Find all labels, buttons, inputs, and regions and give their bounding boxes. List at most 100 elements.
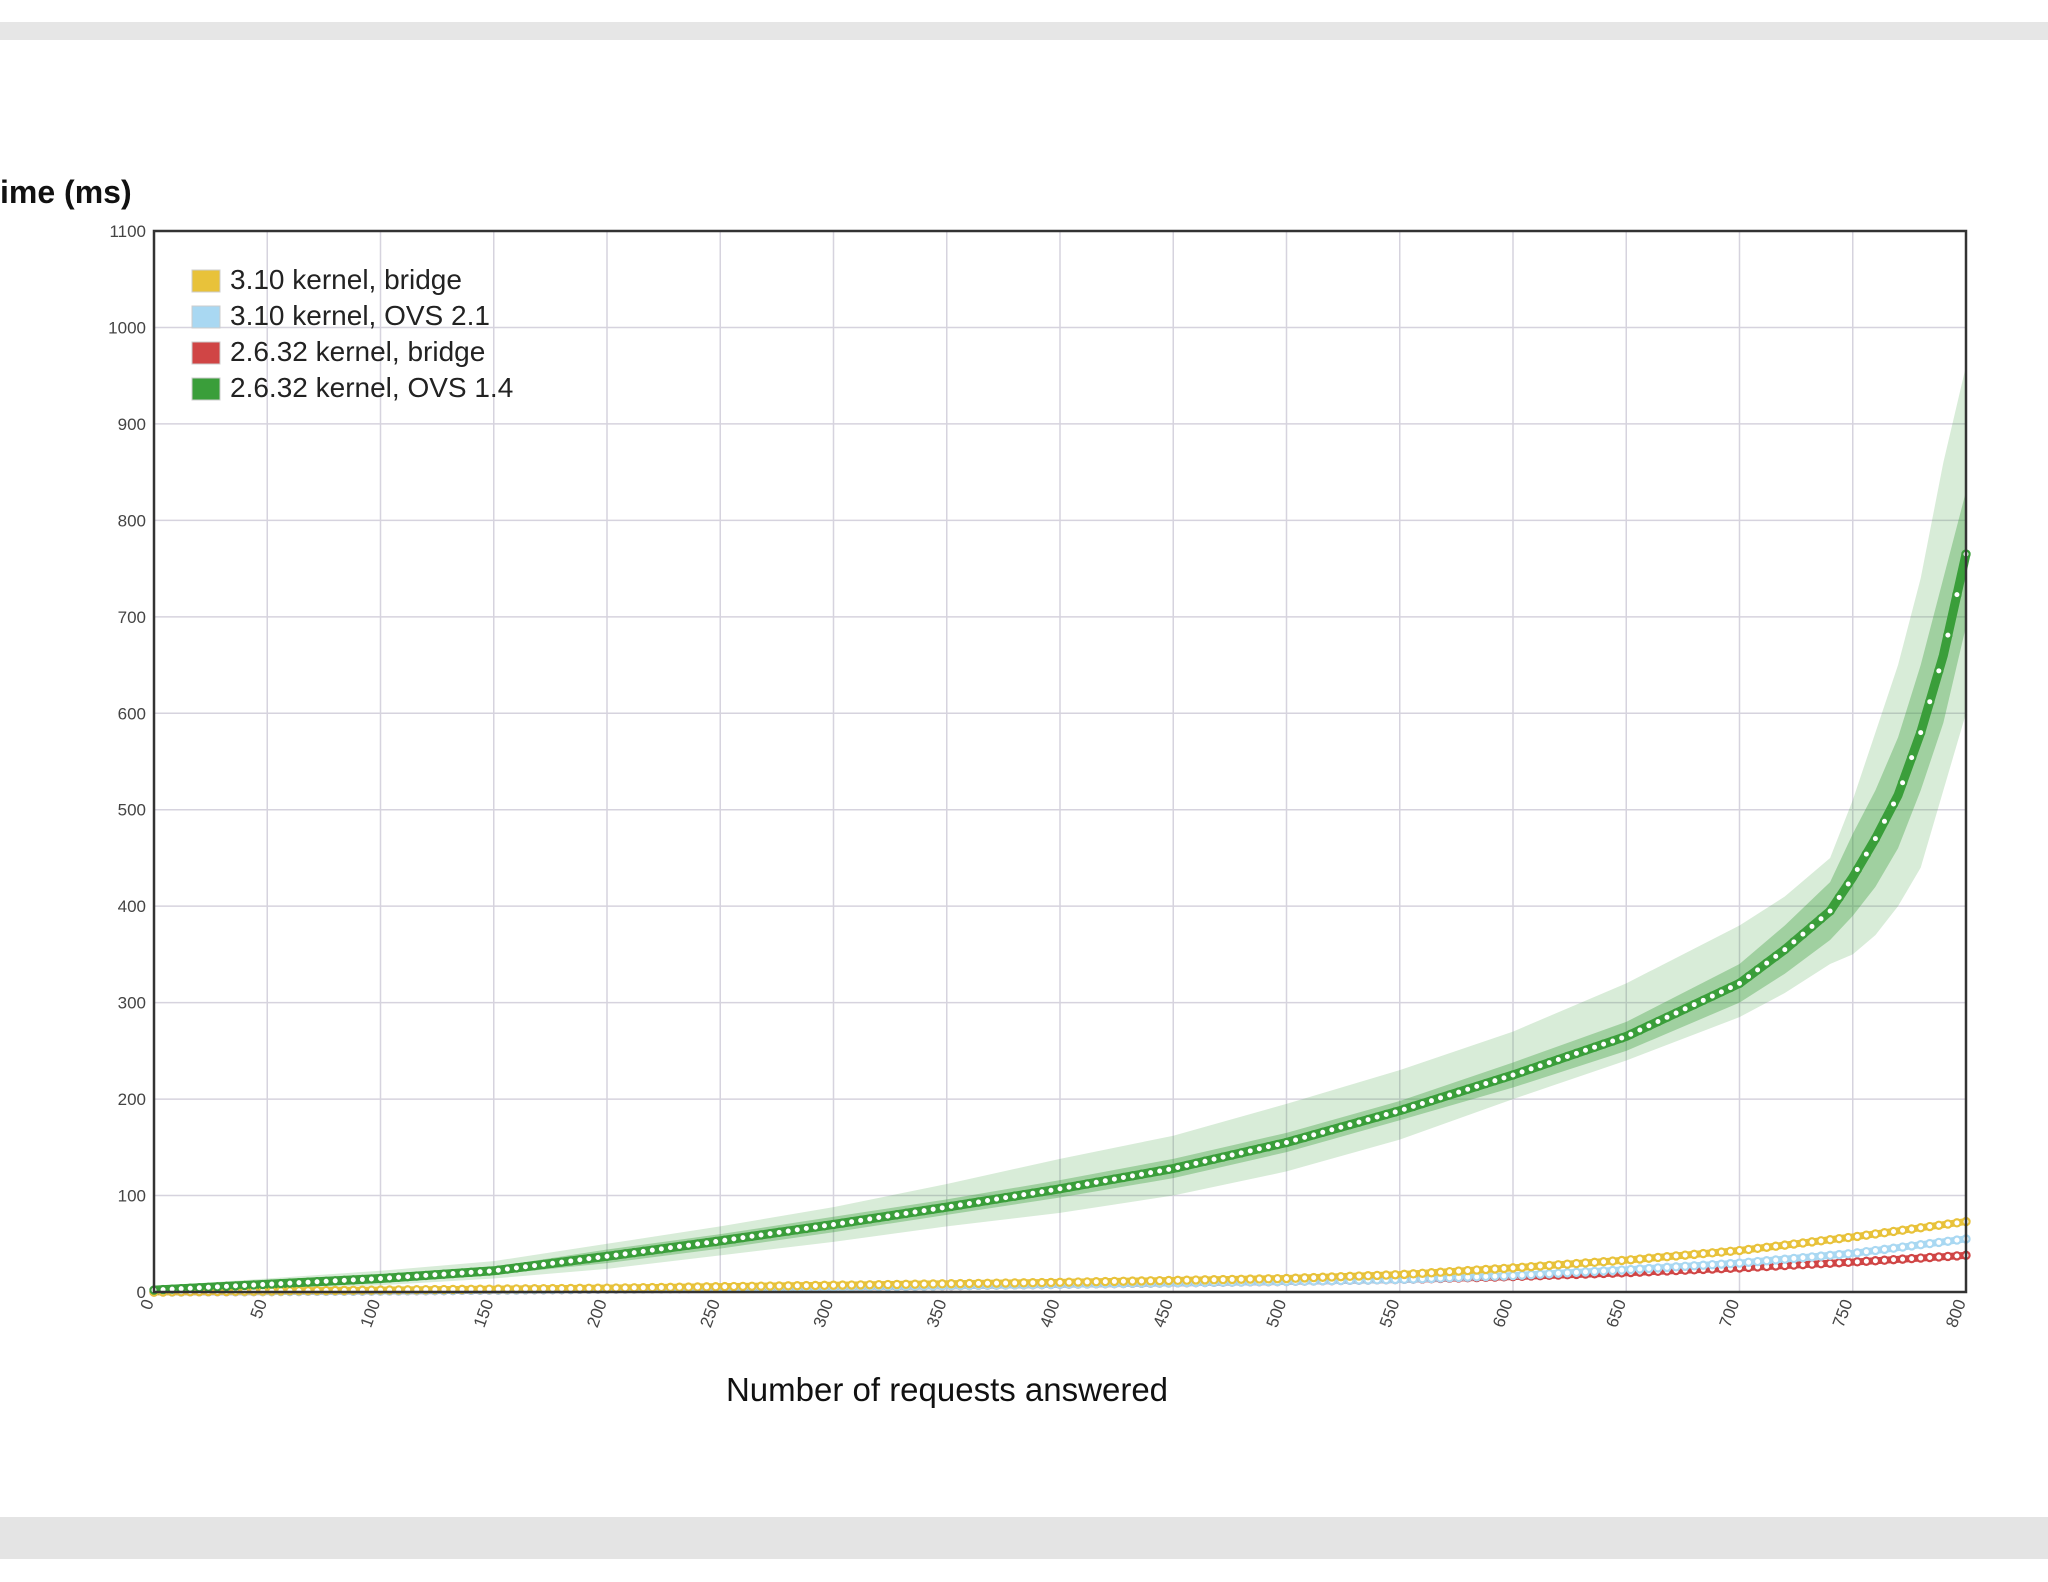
data-point <box>846 1217 857 1227</box>
data-point <box>729 1234 739 1244</box>
data-point <box>1589 1257 1600 1268</box>
chart-grid <box>153 230 1967 1293</box>
data-point <box>1707 1248 1718 1258</box>
data-point <box>1734 1245 1745 1256</box>
data-point <box>1481 1264 1491 1275</box>
data-point <box>1789 1253 1799 1264</box>
bottom-divider-band <box>0 1517 2048 1559</box>
data-point <box>1046 1185 1056 1195</box>
data-point <box>1118 1276 1129 1286</box>
data-point <box>1798 1238 1808 1248</box>
data-point <box>1535 1261 1545 1271</box>
data-point <box>1200 1156 1210 1166</box>
data-point <box>1580 1045 1591 1055</box>
data-point <box>1843 1257 1853 1268</box>
data-point <box>1906 1241 1917 1251</box>
data-point <box>1607 1265 1618 1276</box>
x-tick-label: 500 <box>1263 1297 1291 1330</box>
data-point <box>928 1204 938 1214</box>
data-point <box>611 1283 621 1293</box>
data-point <box>1852 1231 1862 1242</box>
data-point <box>1263 1141 1274 1152</box>
data-point <box>683 1240 694 1250</box>
data-point <box>711 1236 721 1247</box>
data-point <box>1481 1078 1491 1089</box>
legend-swatch <box>191 269 221 293</box>
data-point <box>1363 1271 1373 1281</box>
data-point <box>203 1282 214 1292</box>
data-point <box>1925 1238 1935 1249</box>
data-point <box>1372 1112 1382 1122</box>
y-tick-label: 500 <box>118 801 146 820</box>
data-point <box>1680 1004 1690 1014</box>
data-point <box>1906 1224 1917 1234</box>
data-point <box>1743 1257 1754 1267</box>
data-point <box>774 1227 784 1238</box>
data-point <box>1653 1016 1663 1027</box>
data-point <box>212 1282 223 1292</box>
x-tick-label: 700 <box>1716 1297 1744 1330</box>
data-point <box>1925 1221 1935 1232</box>
data-point <box>1834 1233 1844 1244</box>
data-point <box>221 1281 232 1292</box>
data-point <box>1915 1223 1926 1233</box>
data-point <box>792 1281 802 1291</box>
data-point <box>1145 1276 1156 1286</box>
data-point <box>774 1281 784 1291</box>
data-point <box>1327 1125 1337 1135</box>
data-point <box>701 1282 712 1292</box>
data-point <box>946 1201 956 1212</box>
data-point <box>1798 1252 1808 1263</box>
data-point <box>529 1260 540 1271</box>
data-point <box>982 1278 993 1288</box>
data-point <box>1499 1263 1509 1274</box>
data-point <box>1336 1271 1346 1282</box>
data-point <box>1861 1230 1872 1240</box>
data-point <box>239 1280 250 1291</box>
data-point <box>1372 1270 1382 1281</box>
data-point <box>1607 1256 1618 1266</box>
data-point <box>248 1280 259 1290</box>
data-point <box>1091 1177 1101 1188</box>
data-point <box>837 1218 848 1228</box>
data-point <box>1526 1261 1536 1272</box>
data-point <box>1318 1272 1328 1282</box>
data-point <box>1617 1265 1627 1275</box>
data-point <box>837 1280 848 1290</box>
data-point <box>701 1238 712 1248</box>
data-point <box>946 1279 956 1289</box>
data-point <box>1734 978 1745 989</box>
data-point <box>1598 1039 1609 1049</box>
data-point <box>828 1280 839 1290</box>
data-point <box>919 1279 929 1289</box>
data-point <box>1136 1169 1147 1179</box>
data-point <box>1934 1252 1944 1262</box>
data-point <box>1390 1270 1400 1280</box>
data-point <box>1635 1254 1645 1264</box>
data-point <box>1019 1189 1029 1200</box>
data-point <box>910 1207 920 1217</box>
y-tick-label: 1000 <box>108 318 146 337</box>
data-point <box>973 1278 984 1289</box>
data-point <box>1843 1249 1853 1259</box>
y-tick-label: 600 <box>118 704 146 723</box>
data-point <box>1888 1226 1899 1237</box>
data-point <box>1363 1114 1373 1125</box>
data-point <box>1327 1272 1337 1282</box>
data-point <box>1055 1277 1065 1288</box>
data-point <box>1462 1084 1473 1094</box>
data-point <box>1915 1253 1926 1263</box>
data-point <box>1154 1166 1165 1176</box>
data-point <box>683 1282 694 1292</box>
data-point <box>1444 1266 1455 1277</box>
data-point <box>1589 1042 1600 1052</box>
y-tick-label: 1100 <box>109 222 146 241</box>
data-point <box>457 1268 467 1278</box>
data-point <box>294 1277 304 1288</box>
data-point <box>1127 1171 1138 1181</box>
data-point <box>1164 1164 1174 1175</box>
top-divider-band <box>0 22 2048 40</box>
data-point <box>855 1280 866 1290</box>
data-point <box>1517 1270 1527 1280</box>
data-point <box>258 1279 268 1290</box>
